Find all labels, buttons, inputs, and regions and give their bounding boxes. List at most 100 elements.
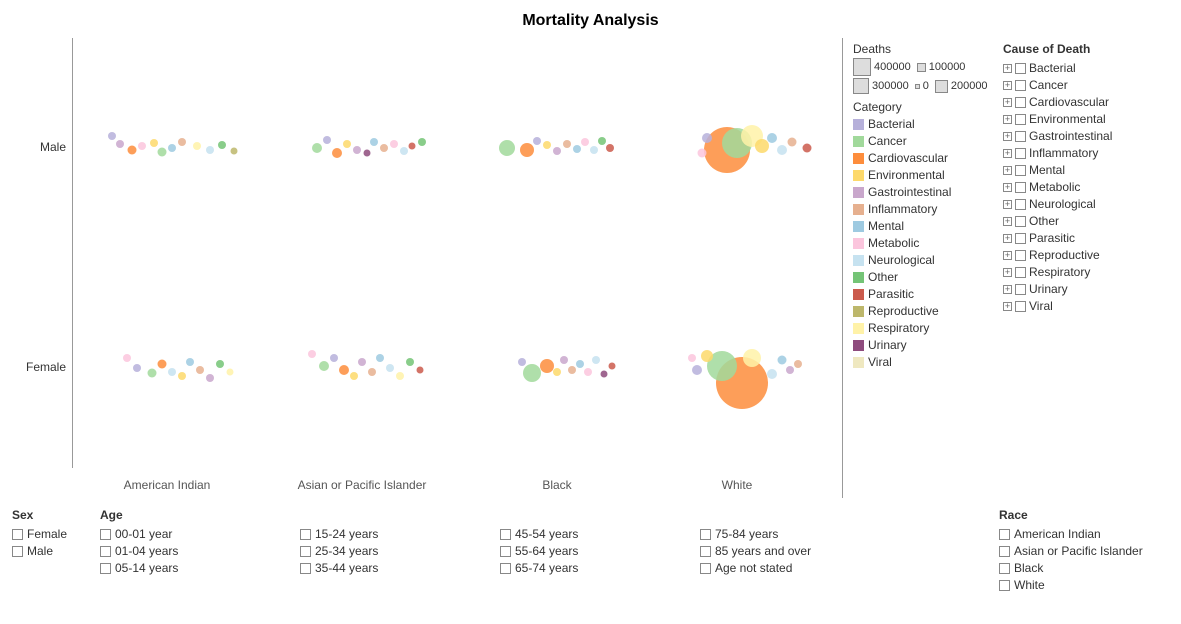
cause-tree-item[interactable]: +Viral: [1003, 298, 1153, 315]
expand-icon[interactable]: +: [1003, 166, 1012, 175]
bubble[interactable]: [702, 133, 712, 143]
category-legend-item[interactable]: Cancer: [853, 133, 1003, 150]
checkbox-icon[interactable]: [300, 563, 311, 574]
bubble[interactable]: [573, 145, 581, 153]
bubble[interactable]: [406, 358, 414, 366]
cause-tree-item[interactable]: +Cardiovascular: [1003, 94, 1153, 111]
category-legend-item[interactable]: Cardiovascular: [853, 150, 1003, 167]
cause-tree-item[interactable]: +Other: [1003, 213, 1153, 230]
filter-race-option[interactable]: Black: [999, 560, 1169, 577]
bubble[interactable]: [178, 372, 186, 380]
category-legend-item[interactable]: Other: [853, 269, 1003, 286]
cause-tree-item[interactable]: +Reproductive: [1003, 247, 1153, 264]
category-legend-item[interactable]: Bacterial: [853, 116, 1003, 133]
filter-sex-option[interactable]: Male: [12, 543, 82, 560]
bubble[interactable]: [778, 356, 787, 365]
checkbox-icon[interactable]: [1015, 114, 1026, 125]
filter-sex-option[interactable]: Female: [12, 526, 82, 543]
bubble[interactable]: [533, 137, 541, 145]
expand-icon[interactable]: +: [1003, 302, 1012, 311]
bubble[interactable]: [698, 149, 707, 158]
bubble[interactable]: [178, 138, 186, 146]
checkbox-icon[interactable]: [1015, 97, 1026, 108]
filter-age-option[interactable]: 85 years and over: [700, 543, 890, 560]
bubble[interactable]: [376, 354, 384, 362]
expand-icon[interactable]: +: [1003, 234, 1012, 243]
bubble[interactable]: [323, 136, 331, 144]
cause-tree-item[interactable]: +Urinary: [1003, 281, 1153, 298]
cause-tree-item[interactable]: +Inflammatory: [1003, 145, 1153, 162]
bubble[interactable]: [319, 361, 329, 371]
checkbox-icon[interactable]: [1015, 301, 1026, 312]
bubble[interactable]: [590, 146, 598, 154]
bubble[interactable]: [788, 138, 797, 147]
bubble[interactable]: [692, 365, 702, 375]
bubble[interactable]: [417, 367, 424, 374]
bubble[interactable]: [158, 148, 167, 157]
bubble[interactable]: [218, 141, 226, 149]
expand-icon[interactable]: +: [1003, 200, 1012, 209]
bubble[interactable]: [133, 364, 141, 372]
category-legend-item[interactable]: Metabolic: [853, 235, 1003, 252]
expand-icon[interactable]: +: [1003, 268, 1012, 277]
cause-tree-item[interactable]: +Respiratory: [1003, 264, 1153, 281]
checkbox-icon[interactable]: [12, 546, 23, 557]
bubble[interactable]: [350, 372, 358, 380]
category-legend-item[interactable]: Urinary: [853, 337, 1003, 354]
checkbox-icon[interactable]: [999, 563, 1010, 574]
bubble[interactable]: [743, 349, 761, 367]
checkbox-icon[interactable]: [100, 529, 111, 540]
category-legend-item[interactable]: Environmental: [853, 167, 1003, 184]
bubble[interactable]: [609, 363, 616, 370]
bubble[interactable]: [216, 360, 224, 368]
category-legend-item[interactable]: Mental: [853, 218, 1003, 235]
bubble[interactable]: [308, 350, 316, 358]
bubble[interactable]: [688, 354, 696, 362]
checkbox-icon[interactable]: [1015, 165, 1026, 176]
bubble[interactable]: [786, 366, 794, 374]
bubble[interactable]: [396, 372, 404, 380]
checkbox-icon[interactable]: [1015, 80, 1026, 91]
category-legend-item[interactable]: Parasitic: [853, 286, 1003, 303]
filter-age-option[interactable]: 35-44 years: [300, 560, 490, 577]
bubble[interactable]: [123, 354, 131, 362]
checkbox-icon[interactable]: [500, 563, 511, 574]
filter-age-option[interactable]: 15-24 years: [300, 526, 490, 543]
cause-tree-item[interactable]: +Metabolic: [1003, 179, 1153, 196]
bubble[interactable]: [584, 368, 592, 376]
cause-tree-item[interactable]: +Cancer: [1003, 77, 1153, 94]
bubble[interactable]: [543, 141, 551, 149]
filter-age-option[interactable]: 65-74 years: [500, 560, 690, 577]
checkbox-icon[interactable]: [1015, 267, 1026, 278]
bubble[interactable]: [358, 358, 366, 366]
checkbox-icon[interactable]: [500, 546, 511, 557]
checkbox-icon[interactable]: [700, 529, 711, 540]
checkbox-icon[interactable]: [700, 546, 711, 557]
expand-icon[interactable]: +: [1003, 115, 1012, 124]
bubble[interactable]: [553, 368, 561, 376]
expand-icon[interactable]: +: [1003, 98, 1012, 107]
expand-icon[interactable]: +: [1003, 64, 1012, 73]
checkbox-icon[interactable]: [300, 546, 311, 557]
category-legend-item[interactable]: Neurological: [853, 252, 1003, 269]
expand-icon[interactable]: +: [1003, 149, 1012, 158]
bubble[interactable]: [227, 369, 234, 376]
category-legend-item[interactable]: Gastrointestinal: [853, 184, 1003, 201]
bubble[interactable]: [777, 145, 787, 155]
bubble[interactable]: [364, 150, 371, 157]
bubble[interactable]: [409, 143, 416, 150]
checkbox-icon[interactable]: [100, 563, 111, 574]
cause-tree-item[interactable]: +Environmental: [1003, 111, 1153, 128]
bubble[interactable]: [353, 146, 361, 154]
bubble[interactable]: [701, 350, 713, 362]
category-legend-item[interactable]: Viral: [853, 354, 1003, 371]
checkbox-icon[interactable]: [1015, 233, 1026, 244]
bubble[interactable]: [343, 140, 351, 148]
bubble[interactable]: [598, 137, 606, 145]
checkbox-icon[interactable]: [500, 529, 511, 540]
expand-icon[interactable]: +: [1003, 251, 1012, 260]
bubble[interactable]: [390, 140, 398, 148]
bubble[interactable]: [606, 144, 614, 152]
filter-age-option[interactable]: 00-01 year: [100, 526, 290, 543]
cause-tree-item[interactable]: +Bacterial: [1003, 60, 1153, 77]
